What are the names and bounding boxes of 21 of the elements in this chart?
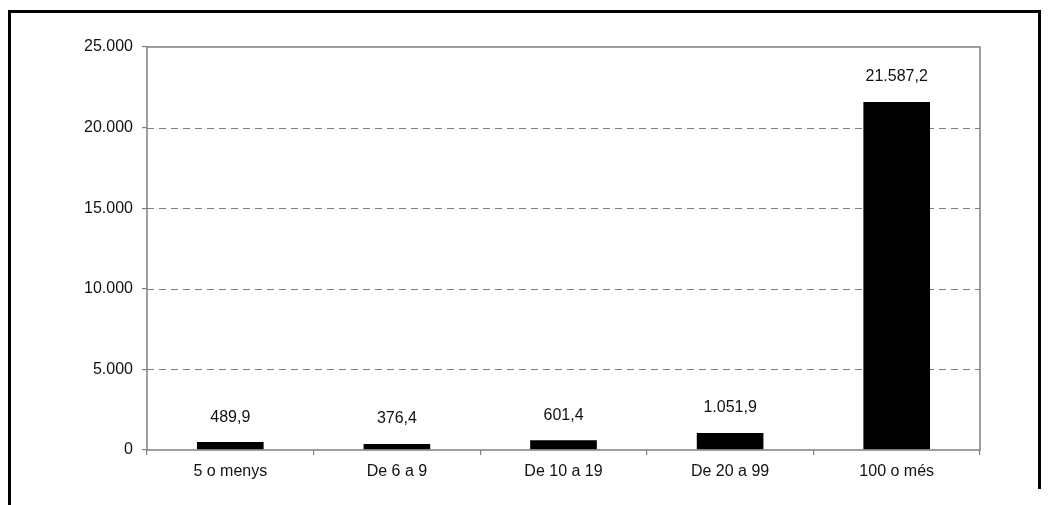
bar [196,442,264,450]
data-label: 21.587,2 [865,67,928,85]
data-label: 376,4 [376,409,418,427]
y-tick-label: 5.000 [92,359,134,377]
bar [530,440,597,450]
x-tick-label: 100 o més [859,462,935,480]
bar [363,443,431,450]
bar [696,433,764,450]
x-tick-label: De 20 a 99 [690,462,770,480]
data-label: 489,9 [210,407,251,425]
y-tick-label: 25.000 [84,37,134,55]
y-tick-label: 0 [124,440,134,458]
y-tick-label: 10.000 [84,279,134,297]
data-label: 601,4 [543,405,584,423]
x-tick-label: De 6 a 9 [366,462,428,480]
y-tick-label: 20.000 [84,118,134,136]
data-label: 1.051,9 [703,398,757,416]
x-tick-label: 5 o menys [193,462,268,480]
y-tick-label: 15.000 [84,198,134,216]
bar [863,102,931,450]
x-tick-label: De 10 a 19 [524,462,603,480]
